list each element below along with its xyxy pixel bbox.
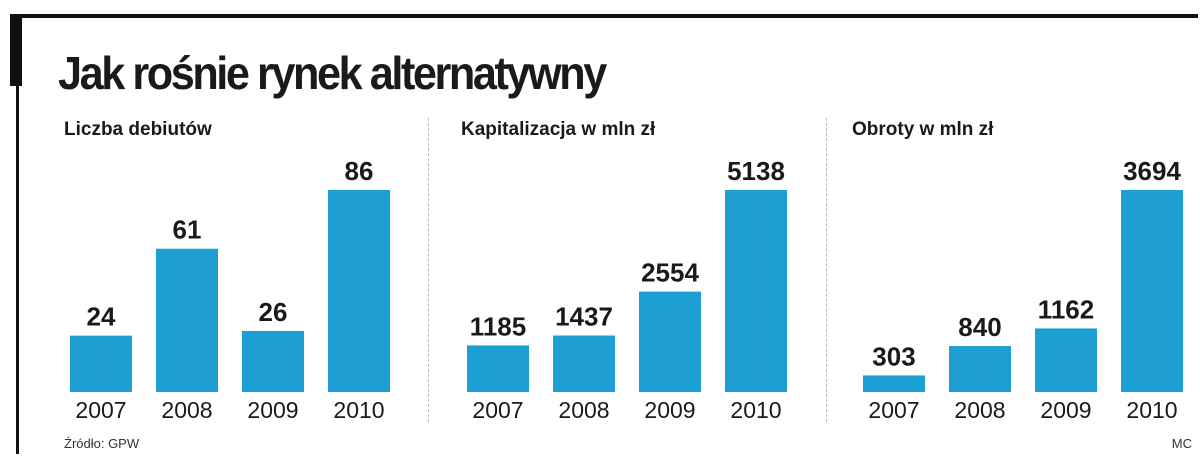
bar-debuts-2008 bbox=[156, 248, 218, 392]
x-tick-label-debuts-2010: 2010 bbox=[333, 397, 384, 423]
x-tick-label-capitalization-2008: 2008 bbox=[558, 397, 609, 423]
bar-capitalization-2009 bbox=[639, 291, 701, 392]
x-tick-label-capitalization-2010: 2010 bbox=[730, 397, 781, 423]
source-note: Źródło: GPW bbox=[64, 436, 140, 451]
bar-debuts-2009 bbox=[242, 330, 304, 392]
data-label-capitalization-2010: 5138 bbox=[727, 156, 785, 186]
frame-left-rule bbox=[16, 86, 19, 454]
bar-debuts-2007 bbox=[70, 335, 132, 392]
x-tick-label-debuts-2008: 2008 bbox=[161, 397, 212, 423]
frame-left-rule-thick bbox=[10, 14, 22, 86]
x-tick-label-debuts-2009: 2009 bbox=[247, 397, 298, 423]
data-label-debuts-2007: 24 bbox=[87, 302, 116, 332]
panel-divider bbox=[826, 118, 827, 422]
data-label-turnover-2007: 303 bbox=[872, 341, 915, 371]
data-label-capitalization-2007: 1185 bbox=[470, 311, 526, 341]
bar-capitalization-2010 bbox=[725, 190, 787, 392]
panel-title-debuts: Liczba debiutów bbox=[64, 119, 212, 140]
bar-debuts-2010 bbox=[328, 190, 390, 392]
bar-turnover-2009 bbox=[1035, 328, 1097, 392]
x-tick-label-capitalization-2007: 2007 bbox=[472, 397, 523, 423]
bar-capitalization-2007 bbox=[467, 345, 529, 392]
x-tick-label-debuts-2007: 2007 bbox=[75, 397, 126, 423]
author-credit: MC bbox=[1171, 436, 1192, 451]
panel-title-turnover: Obroty w mln zł bbox=[852, 119, 994, 140]
data-label-debuts-2008: 61 bbox=[173, 215, 202, 245]
frame-top-rule bbox=[10, 14, 1198, 18]
x-tick-label-turnover-2008: 2008 bbox=[954, 397, 1005, 423]
bar-turnover-2010 bbox=[1121, 190, 1183, 392]
data-label-capitalization-2009: 2554 bbox=[641, 258, 699, 288]
chart-title: Jak rośnie rynek alternatywny bbox=[58, 47, 607, 99]
x-tick-label-turnover-2007: 2007 bbox=[868, 397, 919, 423]
panel-title-capitalization: Kapitalizacja w mln zł bbox=[461, 119, 656, 140]
data-label-turnover-2008: 840 bbox=[958, 312, 1001, 342]
x-tick-label-turnover-2010: 2010 bbox=[1126, 397, 1177, 423]
data-label-turnover-2010: 3694 bbox=[1123, 156, 1181, 186]
bar-capitalization-2008 bbox=[553, 335, 615, 392]
x-tick-label-capitalization-2009: 2009 bbox=[644, 397, 695, 423]
data-label-debuts-2010: 86 bbox=[345, 156, 374, 186]
data-label-debuts-2009: 26 bbox=[259, 297, 288, 327]
panel-divider bbox=[428, 118, 429, 422]
x-tick-label-turnover-2009: 2009 bbox=[1040, 397, 1091, 423]
data-label-turnover-2009: 1162 bbox=[1038, 294, 1094, 324]
data-label-capitalization-2008: 1437 bbox=[555, 302, 613, 332]
bar-turnover-2007 bbox=[863, 375, 925, 392]
bar-turnover-2008 bbox=[949, 346, 1011, 392]
